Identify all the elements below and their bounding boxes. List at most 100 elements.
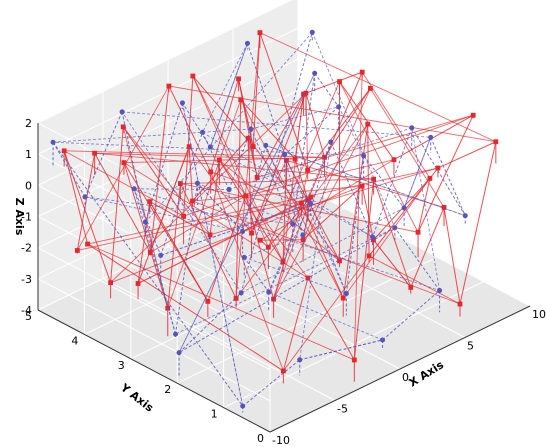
data-point-circle: [131, 186, 137, 192]
series-1-segment: [243, 257, 270, 293]
series-0-segment: [63, 150, 112, 283]
data-series: [50, 29, 499, 413]
series-0-link: [87, 243, 355, 361]
data-point-square: [284, 157, 289, 163]
series-0-link: [257, 114, 474, 178]
data-point-square: [178, 181, 183, 186]
series-1-link: [284, 154, 304, 236]
series-0-link: [167, 99, 242, 309]
series-0-link: [210, 171, 302, 204]
y-tick-label: 3: [118, 359, 125, 372]
series-0-segment: [252, 32, 261, 147]
series-1-link: [122, 111, 431, 138]
data-point-square: [391, 157, 397, 163]
series-0-segment: [179, 183, 237, 299]
data-point-square: [366, 253, 372, 259]
series-0-link: [76, 85, 170, 251]
series-0-link: [192, 75, 284, 262]
data-point-square: [147, 199, 153, 204]
data-point-square: [337, 79, 342, 84]
series-0-link: [373, 239, 412, 288]
data-point-circle: [266, 289, 272, 295]
series-0-link: [77, 199, 308, 251]
series-1-segment: [178, 292, 242, 354]
data-point-square: [441, 204, 447, 210]
series-0-segment: [417, 178, 431, 233]
y-tick-label: 5: [25, 310, 32, 323]
series-0-segment: [373, 178, 412, 288]
data-point-square: [337, 258, 342, 264]
series-1-segment: [268, 203, 311, 293]
series-1-segment: [394, 227, 440, 291]
data-point-circle: [380, 337, 386, 343]
data-point-circle: [370, 234, 376, 240]
data-point-square: [299, 200, 304, 206]
data-point-circle: [179, 100, 185, 106]
data-point-circle: [200, 129, 205, 135]
series-0-link: [150, 195, 246, 253]
z-tick-label: -3: [21, 273, 32, 286]
y-tick-label: 2: [164, 383, 171, 396]
series-1-segment: [52, 141, 86, 198]
series-0-link: [240, 99, 344, 299]
data-point-circle: [328, 139, 334, 145]
series-0-segment: [339, 81, 395, 160]
data-point-square: [135, 281, 141, 286]
series-1-segment: [314, 72, 340, 108]
data-point-square: [280, 259, 286, 265]
series-0-segment: [302, 185, 363, 241]
data-point-square: [190, 198, 195, 204]
data-point-circle: [361, 153, 367, 159]
data-point-square: [470, 112, 476, 118]
series-1-link: [268, 291, 383, 341]
series-1-link: [175, 227, 396, 335]
series-1-link: [210, 146, 373, 238]
series-1-segment: [411, 127, 466, 216]
z-tick-label: -1: [21, 211, 32, 224]
data-point-square: [147, 250, 153, 255]
data-point-square: [371, 176, 377, 182]
series-0-segment: [410, 207, 445, 288]
series-0-link: [149, 201, 209, 302]
series-0-link: [302, 88, 371, 240]
data-point-square: [367, 85, 373, 91]
data-point-circle: [50, 139, 56, 145]
data-point-circle: [282, 152, 288, 158]
y-tick-label: 0: [257, 432, 264, 445]
data-point-circle: [401, 205, 407, 211]
series-0-segment: [235, 99, 242, 299]
series-0-link: [180, 178, 374, 184]
series-1-segment: [160, 132, 203, 256]
series-1-segment: [363, 155, 405, 209]
data-point-circle: [437, 287, 443, 293]
z-tick-label: 2: [25, 117, 32, 130]
data-point-square: [108, 280, 113, 286]
series-1-segment: [52, 141, 244, 407]
series-0-link: [260, 239, 304, 241]
series-1-link: [202, 131, 373, 238]
data-point-square: [120, 124, 126, 130]
y-tick-label: 1: [211, 408, 218, 421]
series-1-link: [299, 141, 332, 360]
data-point-square: [233, 296, 239, 301]
series-1-link: [84, 196, 243, 232]
series-0-link: [282, 94, 305, 262]
series-1-segment: [247, 43, 286, 155]
data-point-circle: [462, 213, 468, 219]
series-0-link: [267, 81, 340, 248]
series-1-link: [299, 339, 383, 361]
data-point-circle: [409, 125, 415, 131]
series-0-link: [273, 196, 312, 300]
series-0-segment: [122, 126, 184, 217]
series-0-link: [94, 152, 296, 160]
series-1-segment: [228, 128, 252, 190]
series-1-link: [134, 188, 230, 190]
z-tick-label: -2: [21, 242, 32, 255]
data-point-circle: [238, 290, 244, 296]
series-1-segment: [302, 141, 332, 236]
data-point-circle: [142, 219, 148, 225]
series-1-segment: [292, 73, 316, 225]
data-point-circle: [194, 180, 200, 186]
series-0-link: [283, 255, 370, 372]
data-point-square: [308, 194, 314, 200]
